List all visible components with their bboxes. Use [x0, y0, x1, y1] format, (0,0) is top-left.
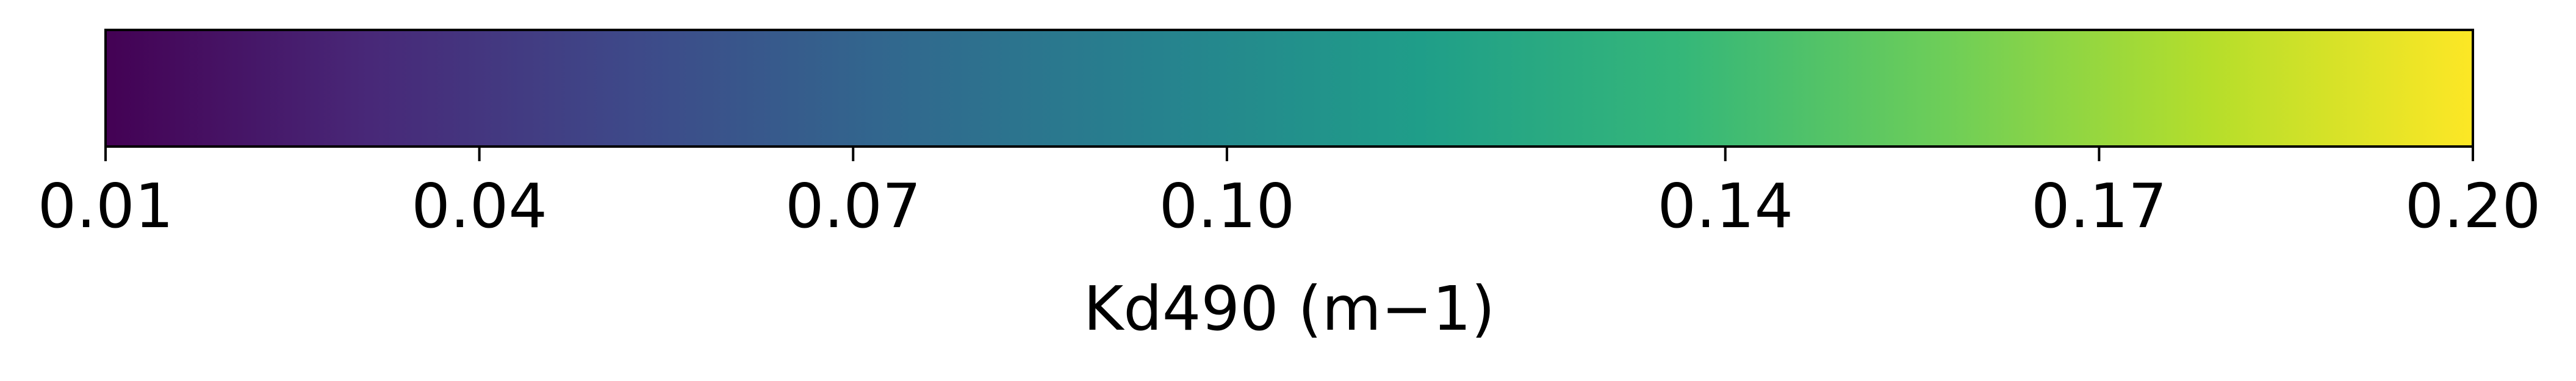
colorbar-label: Kd490 (m−1)	[1084, 273, 1495, 344]
colorbar-ticks: 0.01 0.04 0.07 0.10 0.14 0.17 0.20	[38, 147, 2541, 242]
tick-label-2: 0.07	[785, 170, 921, 242]
colorbar-frame	[104, 29, 2474, 148]
tick-label-1: 0.04	[411, 170, 547, 242]
colorbar-gradient	[106, 30, 2473, 147]
tick-label-0: 0.01	[38, 170, 174, 242]
tick-label-5: 0.17	[2031, 170, 2167, 242]
tick-label-3: 0.10	[1159, 170, 1295, 242]
tick-label-4: 0.14	[1657, 170, 1793, 242]
tick-label-6: 0.20	[2405, 170, 2541, 242]
